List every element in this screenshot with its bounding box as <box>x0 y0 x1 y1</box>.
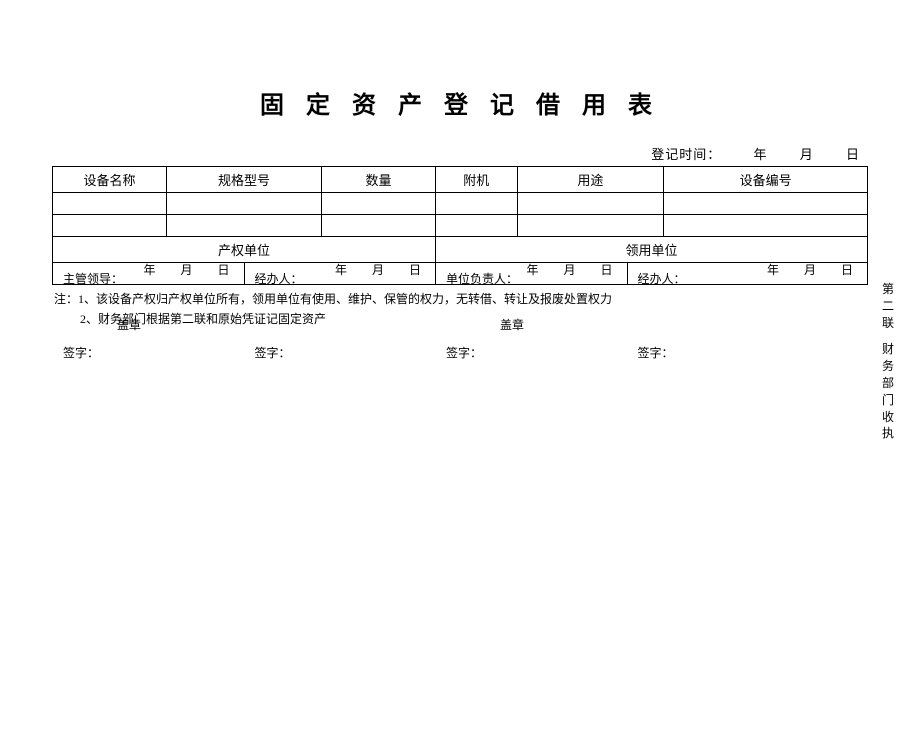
reg-time-month: 月 <box>800 147 814 162</box>
col-device-name: 设备名称 <box>53 167 167 193</box>
agent-label: 经办人： <box>255 270 303 287</box>
signature-row: 主管领导： 盖章 签字： 年 月 日 经办人： 签字： 年 月 <box>53 263 868 285</box>
cell[interactable] <box>321 193 435 215</box>
sig-date: 年 月 日 <box>509 261 615 278</box>
reg-time-label: 登记时间： <box>651 147 721 162</box>
user-agent-block: 经办人： 签字： 年 月 日 <box>627 263 867 285</box>
sign-label: 签字： <box>63 344 99 361</box>
asset-form-table: 设备名称 规格型号 数量 附机 用途 设备编号 产权单位 领用单位 <box>52 166 868 263</box>
cell[interactable] <box>53 193 167 215</box>
data-row <box>53 215 868 237</box>
col-accessory: 附机 <box>436 167 518 193</box>
user-unit-header: 领用单位 <box>436 237 868 263</box>
sig-date: 年 月 日 <box>125 261 231 278</box>
reg-time-year: 年 <box>753 147 767 162</box>
agent-label: 经办人： <box>638 270 686 287</box>
owner-agent-block: 经办人： 签字： 年 月 日 <box>244 263 436 285</box>
side-note-bottom: 财务部门收执 <box>882 342 894 440</box>
sig-date: 年 月 日 <box>749 261 855 278</box>
sign-label: 签字： <box>638 344 674 361</box>
seal-label: 盖章 <box>500 316 524 333</box>
cell[interactable] <box>167 215 322 237</box>
sig-date: 年 月 日 <box>317 261 423 278</box>
note-1: 1、该设备产权归产权单位所有，领用单位有使用、维护、保管的权力，无转借、转让及报… <box>78 292 612 306</box>
page-title: 固 定 资 产 登 记 借 用 表 <box>0 85 920 120</box>
side-note: 第二联 财务部门收执 <box>880 281 896 442</box>
col-quantity: 数量 <box>321 167 435 193</box>
header-row: 设备名称 规格型号 数量 附机 用途 设备编号 <box>53 167 868 193</box>
cell[interactable] <box>517 193 664 215</box>
notes-prefix: 注： <box>54 292 78 306</box>
col-device-id: 设备编号 <box>664 167 868 193</box>
cell[interactable] <box>436 215 518 237</box>
unit-header-row: 产权单位 领用单位 <box>53 237 868 263</box>
side-note-top: 第二联 <box>882 282 894 330</box>
signature-table: 主管领导： 盖章 签字： 年 月 日 经办人： 签字： 年 月 <box>52 262 868 285</box>
unit-lead-block: 单位负责人： 盖章 签字： 年 月 日 <box>436 263 628 285</box>
registration-time: 登记时间： 年 月 日 <box>52 144 868 163</box>
notes: 注：1、该设备产权归产权单位所有，领用单位有使用、维护、保管的权力，无转借、转让… <box>52 289 868 330</box>
seal-label: 盖章 <box>117 316 141 333</box>
cell[interactable] <box>167 193 322 215</box>
owner-lead-block: 主管领导： 盖章 签字： 年 月 日 <box>53 263 245 285</box>
sign-label: 签字： <box>255 344 291 361</box>
col-spec-model: 规格型号 <box>167 167 322 193</box>
cell[interactable] <box>53 215 167 237</box>
form-content: 登记时间： 年 月 日 设备名称 规格型号 数量 附机 用途 设备编号 <box>52 144 868 330</box>
cell[interactable] <box>664 215 868 237</box>
cell[interactable] <box>664 193 868 215</box>
owner-unit-header: 产权单位 <box>53 237 436 263</box>
col-purpose: 用途 <box>517 167 664 193</box>
sign-label: 签字： <box>446 344 482 361</box>
data-row <box>53 193 868 215</box>
cell[interactable] <box>321 215 435 237</box>
owner-lead-label: 主管领导： <box>63 270 123 287</box>
unit-lead-label: 单位负责人： <box>446 270 518 287</box>
cell[interactable] <box>436 193 518 215</box>
cell[interactable] <box>517 215 664 237</box>
reg-time-day: 日 <box>846 147 860 162</box>
